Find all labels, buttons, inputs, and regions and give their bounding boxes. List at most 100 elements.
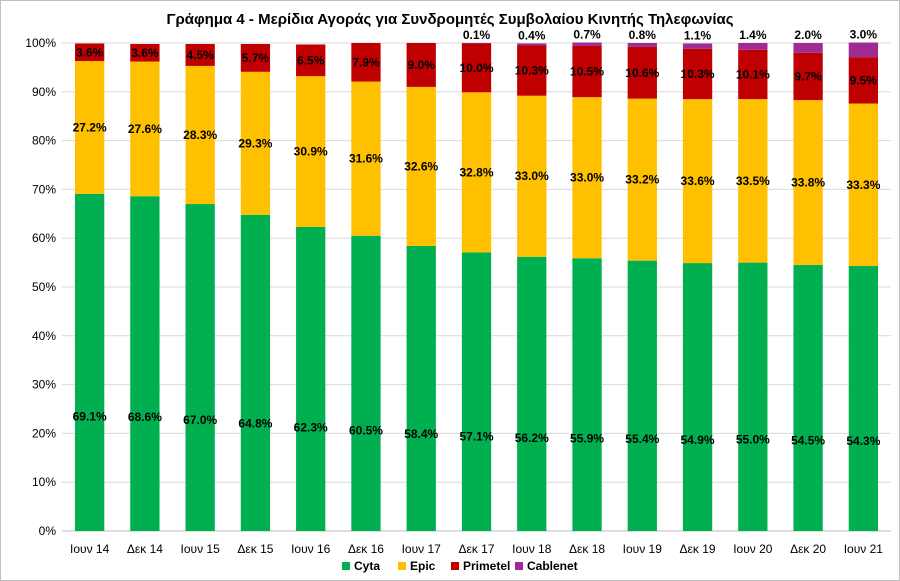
x-tick-label: Δεκ 14 — [127, 542, 163, 556]
data-label-primetel: 5.7% — [242, 51, 270, 65]
data-label-epic: 27.6% — [128, 122, 162, 136]
data-label-cyta: 64.8% — [238, 416, 272, 430]
y-tick-label: 20% — [32, 426, 56, 440]
data-label-primetel: 10.3% — [515, 64, 549, 78]
data-label-cyta: 67.0% — [183, 413, 217, 427]
bar-segment-primetel — [74, 43, 105, 62]
bar-segment-primetel — [296, 44, 326, 77]
data-label-cyta: 56.2% — [515, 431, 549, 445]
bar-segment-epic — [793, 100, 823, 266]
bar-segment-epic — [240, 71, 271, 215]
data-label-primetel: 10.6% — [625, 66, 659, 80]
data-label-epic: 33.6% — [681, 174, 715, 188]
data-label-cyta: 69.1% — [73, 409, 107, 423]
bar-segment-epic — [848, 103, 879, 267]
bar-segment-primetel — [793, 52, 823, 101]
data-label-epic: 33.0% — [515, 169, 549, 183]
bar-segment-primetel — [130, 43, 160, 62]
y-tick-label: 10% — [32, 475, 56, 489]
x-axis-ticks: Ιουν 14 Δεκ 14 Ιουν 15 Δεκ 15 Ιουν 16 Δεκ 16 Ι… — [70, 542, 883, 556]
x-tick-label: Ιουν 16 — [291, 542, 331, 556]
data-label-primetel: 9.5% — [850, 73, 878, 87]
data-label-epic: 33.3% — [846, 178, 880, 192]
x-tick-label: Δεκ 17 — [458, 542, 494, 556]
chart-title: Γράφημα 4 - Μερίδια Αγοράς για Συνδρομητ… — [166, 11, 733, 28]
bar-segment-primetel — [848, 57, 879, 104]
x-tick-label: Ιουν 18 — [512, 542, 552, 556]
y-tick-label: 0% — [39, 524, 57, 538]
data-label-epic: 33.0% — [570, 171, 604, 185]
x-tick-label: Δεκ 18 — [569, 542, 605, 556]
legend: Cyta Epic Primetel Cablenet — [342, 559, 578, 573]
legend-swatch-cablenet — [515, 562, 523, 570]
data-label-epic: 31.6% — [349, 152, 383, 166]
data-label-epic: 32.8% — [459, 165, 493, 179]
bar-segment-epic — [517, 95, 547, 257]
y-tick-label: 70% — [32, 182, 56, 196]
bar-segment-cyta — [240, 214, 271, 531]
data-label-primetel: 3.6% — [131, 46, 159, 60]
data-label-primetel: 10.3% — [681, 67, 715, 81]
data-label-epic: 33.2% — [625, 173, 659, 187]
bar-segment-cyta — [351, 235, 381, 531]
legend-swatch-epic — [398, 562, 406, 570]
data-label-primetel: 10.1% — [736, 67, 770, 81]
bar-segment-epic — [185, 65, 215, 205]
y-tick-label: 80% — [32, 134, 56, 148]
y-tick-label: 40% — [32, 329, 56, 343]
x-tick-label: Ιουν 21 — [844, 542, 884, 556]
bar-segment-cyta — [406, 246, 436, 531]
legend-label-cyta: Cyta — [354, 559, 380, 573]
bar-segment-cablenet — [793, 43, 823, 53]
bar-segment-cablenet — [738, 43, 768, 50]
data-label-cyta: 54.3% — [846, 434, 880, 448]
data-label-cyta: 60.5% — [349, 424, 383, 438]
y-tick-label: 30% — [32, 378, 56, 392]
bar-segment-cyta — [738, 262, 768, 531]
bar-segment-cyta — [517, 256, 547, 531]
data-label-cyta: 54.9% — [681, 433, 715, 447]
data-label-cablenet: 0.8% — [629, 28, 657, 42]
bar-segment-primetel — [517, 45, 547, 96]
bar-segment-cyta — [296, 226, 326, 531]
data-label-primetel: 6.5% — [297, 53, 325, 67]
bar-segment-cyta — [461, 252, 492, 532]
data-label-cyta: 68.6% — [128, 410, 162, 424]
y-tick-label: 50% — [32, 280, 56, 294]
bar-segment-epic — [627, 98, 657, 261]
data-label-epic: 29.3% — [238, 136, 272, 150]
data-label-epic: 27.2% — [73, 120, 107, 134]
data-label-epic: 32.6% — [404, 159, 438, 173]
data-label-cablenet: 0.1% — [463, 28, 491, 42]
data-label-cyta: 55.4% — [625, 432, 659, 446]
bar-segment-cyta — [848, 266, 879, 531]
data-label-cyta: 57.1% — [459, 429, 493, 443]
bar-segment-primetel — [406, 43, 436, 87]
bar-segment-cyta — [130, 196, 160, 531]
legend-label-epic: Epic — [410, 559, 436, 573]
bar-segment-cablenet — [572, 42, 602, 46]
bar-segment-epic — [74, 61, 105, 194]
data-label-primetel: 4.5% — [186, 48, 214, 62]
data-label-epic: 33.8% — [791, 176, 825, 190]
data-label-primetel: 9.0% — [408, 58, 436, 72]
bar-segment-cyta — [185, 204, 215, 532]
data-label-epic: 28.3% — [183, 128, 217, 142]
data-label-cyta: 55.0% — [736, 433, 770, 447]
bar-segment-primetel — [572, 45, 602, 98]
data-label-cablenet: 0.4% — [518, 28, 546, 42]
y-tick-label: 90% — [32, 85, 56, 99]
x-tick-label: Δεκ 15 — [237, 542, 273, 556]
x-tick-label: Δεκ 19 — [680, 542, 716, 556]
bar-segment-epic — [130, 61, 160, 197]
bar-segment-primetel — [351, 43, 381, 82]
x-tick-label: Δεκ 20 — [790, 542, 826, 556]
data-label-primetel: 10.0% — [459, 61, 493, 75]
x-tick-label: Ιουν 17 — [402, 542, 442, 556]
bar-segment-cablenet — [848, 42, 879, 58]
data-label-cyta: 55.9% — [570, 431, 604, 445]
data-label-epic: 33.5% — [736, 174, 770, 188]
bar-segment-epic — [572, 97, 602, 259]
